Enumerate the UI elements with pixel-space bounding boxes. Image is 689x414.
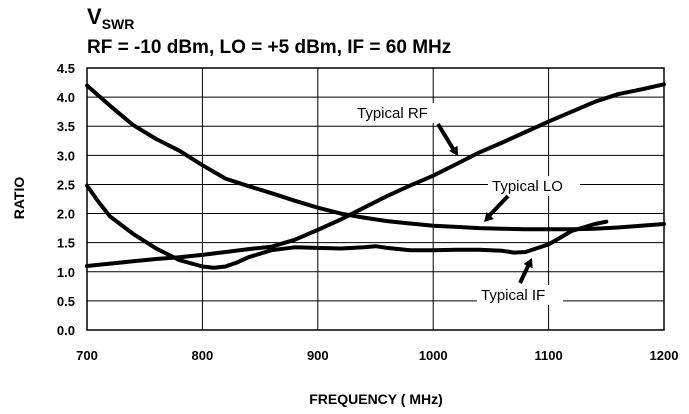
tick-labels: 0.0 0.5 1.0 1.5 2.0 2.5 3.0 3.5 4.0 4.5 700 800 900 1… [57, 61, 679, 363]
x-tick-label: 1000 [419, 348, 448, 363]
grid [86, 67, 665, 331]
y-tick-label: 0.0 [57, 323, 75, 338]
annotation-leader [485, 194, 510, 220]
y-axis-label: RATIO [11, 177, 27, 220]
plot-frame [86, 67, 665, 331]
annotation-arrowhead [523, 258, 533, 269]
annotation-leader [436, 122, 457, 154]
x-tick-label: 1100 [534, 348, 562, 363]
x-tick-label: 1200 [650, 348, 679, 363]
annotation-arrowhead [449, 145, 458, 156]
chart-title: VSWR [87, 4, 134, 32]
y-tick-label: 2.5 [57, 177, 75, 192]
series-lines [85, 82, 666, 270]
y-tick-label: 1.5 [57, 236, 75, 251]
y-tick-label: 1.0 [57, 265, 75, 280]
x-tick-label: 800 [192, 348, 214, 363]
y-tick-label: 3.5 [57, 119, 75, 134]
y-tick-label: 0.5 [57, 294, 75, 309]
y-tick-label: 3.0 [57, 148, 75, 163]
chart-title-sub: SWR [102, 16, 135, 32]
series-line-typical-if [85, 183, 609, 270]
annotation-bg [477, 285, 563, 305]
series-line-typical-lo [85, 83, 666, 232]
x-tick-label: 700 [76, 348, 98, 363]
annotation-label: Typical LO [492, 178, 563, 195]
y-tick-label: 2.0 [57, 207, 75, 222]
y-tick-label: 4.0 [57, 90, 75, 105]
annotation-label: Typical RF [357, 105, 428, 122]
chart-subtitle: RF = -10 dBm, LO = +5 dBm, IF = 60 MHz [87, 37, 451, 58]
annotation-bg [353, 103, 435, 123]
x-axis-label: FREQUENCY ( MHz) [309, 391, 443, 407]
annotation-arrowhead [484, 212, 494, 222]
series-line-typical-rf [85, 82, 666, 268]
chart-title-main: V [87, 4, 102, 29]
annotation-bg [488, 176, 580, 196]
annotation-leaders: Typical RF Typical LO Typical IF [353, 103, 580, 305]
x-tick-label: 900 [307, 348, 329, 363]
annotation-label: Typical IF [481, 287, 545, 304]
y-tick-label: 4.5 [57, 61, 75, 76]
